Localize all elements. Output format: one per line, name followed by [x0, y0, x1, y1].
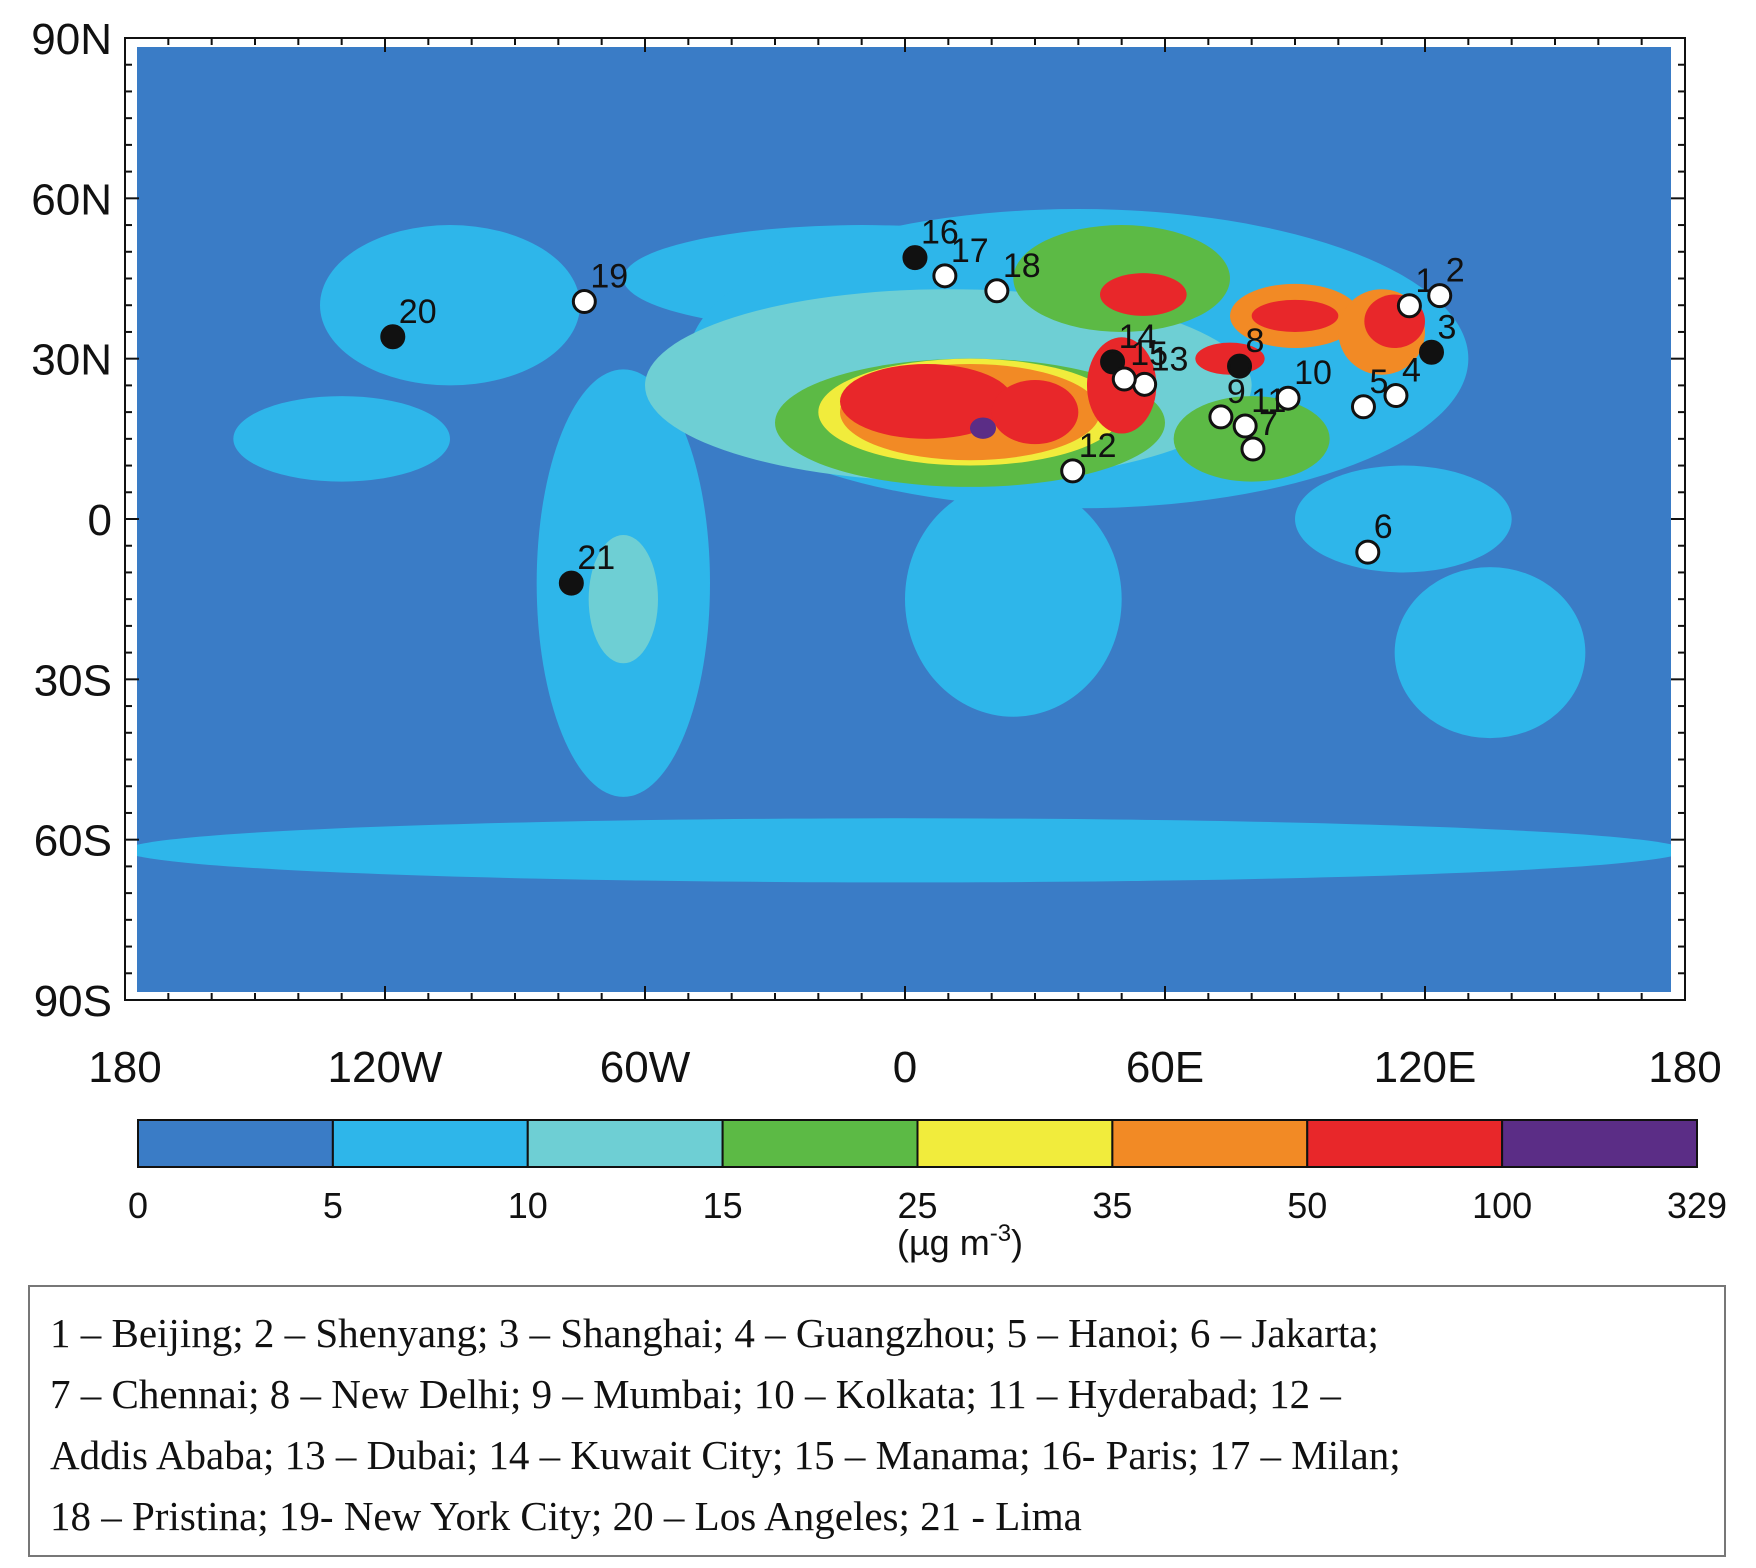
city-marker-label: 13 — [1151, 340, 1189, 378]
unit-text-close: ) — [1011, 1222, 1023, 1263]
city-marker — [932, 263, 958, 289]
concentration-field — [137, 209, 1671, 883]
city-marker — [1427, 283, 1453, 309]
city-marker-label: 20 — [399, 293, 437, 331]
lat-tick-label: 30S — [34, 656, 112, 705]
colorbar-tick-label: 329 — [1667, 1185, 1727, 1226]
city-marker — [984, 278, 1010, 304]
city-marker — [1111, 366, 1137, 392]
axes: 90N 60N 30N 0 30S 60S 90S 180 120W 60W 0 60E 120E 180 — [31, 15, 1721, 1092]
lon-tick-label: 60W — [600, 1043, 691, 1092]
city-marker — [1208, 404, 1234, 430]
lat-tick-label: 60N — [31, 175, 112, 224]
plot-frame: 90N 60N 30N 0 30S 60S 90S 180 120W 60W 0 60E 120E 180… — [31, 15, 1721, 1092]
colorbar-tick-label: 15 — [703, 1185, 743, 1226]
lat-tick-label: 0 — [88, 496, 112, 545]
city-marker — [1060, 458, 1086, 484]
city-marker-label: 16 — [921, 214, 959, 252]
city-marker-label: 11 — [1251, 382, 1286, 420]
lon-tick-label: 120E — [1374, 1043, 1477, 1092]
city-marker-label: 6 — [1374, 508, 1393, 546]
city-marker — [1355, 539, 1381, 565]
colorbar-segment — [1501, 1119, 1698, 1168]
concentration-region — [320, 225, 580, 386]
colorbar-segment — [1111, 1119, 1309, 1168]
colorbar-tick-label: 50 — [1287, 1185, 1327, 1226]
concentration-region — [233, 396, 450, 482]
city-marker-label: 2 — [1446, 252, 1465, 290]
concentration-region — [991, 380, 1079, 445]
city-marker-label: 14 — [1119, 318, 1157, 356]
city-marker-label: 7 — [1259, 405, 1278, 443]
city-marker — [558, 570, 584, 596]
colorbar-tick-label: 5 — [323, 1185, 343, 1226]
colorbar-segment — [916, 1119, 1114, 1168]
city-legend-box: 1 – Beijing; 2 – Shenyang; 3 – Shanghai;… — [28, 1285, 1726, 1557]
concentration-region — [588, 535, 658, 664]
colorbar-tick-label: 35 — [1092, 1185, 1132, 1226]
unit-text: (µg m — [897, 1222, 990, 1263]
city-marker-label: 10 — [1294, 354, 1332, 392]
colorbar-tick-label: 100 — [1472, 1185, 1532, 1226]
colorbar: 0 5 10 15 25 35 50 100 329 — [128, 1119, 1727, 1226]
city-marker — [902, 245, 928, 271]
concentration-region — [137, 818, 1671, 883]
lat-tick-label: 30N — [31, 336, 112, 385]
lon-tick-label: 120W — [328, 1043, 443, 1092]
city-marker-label: 4 — [1402, 352, 1421, 390]
city-marker-label: 12 — [1079, 427, 1117, 465]
city-marker-label: 17 — [951, 232, 989, 270]
colorbar-segment — [526, 1119, 724, 1168]
city-marker — [1275, 385, 1301, 411]
colorbar-tick-label: 0 — [128, 1185, 148, 1226]
city-marker — [571, 288, 597, 314]
colorbar-segment — [721, 1119, 919, 1168]
concentration-region — [1251, 299, 1339, 332]
concentration-region — [1394, 567, 1586, 739]
lon-tick-label: 180 — [1648, 1043, 1721, 1092]
city-marker-label: 9 — [1227, 373, 1246, 411]
city-marker-label: 18 — [1003, 247, 1041, 285]
city-marker — [1232, 413, 1258, 439]
city-marker-label: 21 — [577, 539, 615, 577]
city-marker — [1240, 436, 1266, 462]
legend-line: Addis Ababa; 13 – Dubai; 14 – Kuwait Cit… — [50, 1432, 1401, 1478]
city-marker-label: 15 — [1130, 335, 1168, 373]
city-marker — [1396, 293, 1422, 319]
city-marker — [1100, 349, 1126, 375]
colorbar-segment — [137, 1119, 334, 1168]
unit-superscript: -3 — [990, 1220, 1011, 1247]
lat-tick-label: 90S — [34, 977, 112, 1026]
colorbar-tick-label: 25 — [897, 1185, 937, 1226]
lon-tick-label: 60E — [1126, 1043, 1204, 1092]
city-marker — [1350, 394, 1376, 420]
concentration-region — [970, 417, 996, 439]
lon-tick-label: 180 — [88, 1043, 161, 1092]
concentration-region — [1100, 273, 1187, 316]
legend-line: 18 – Pristina; 19- New York City; 20 – L… — [50, 1493, 1082, 1539]
legend-line: 7 – Chennai; 8 – New Delhi; 9 – Mumbai; … — [50, 1371, 1341, 1417]
concentration-region — [905, 481, 1122, 717]
colorbar-segment — [331, 1119, 529, 1168]
lon-tick-label: 0 — [893, 1043, 917, 1092]
city-marker — [1227, 353, 1253, 379]
city-marker-label: 3 — [1438, 308, 1457, 346]
lat-tick-label: 90N — [31, 15, 112, 64]
colorbar-tick-label: 10 — [508, 1185, 548, 1226]
concentration-region — [840, 364, 1014, 439]
city-marker-label: 8 — [1246, 322, 1265, 360]
concentration-region — [1295, 465, 1512, 573]
colorbar-segment — [1306, 1119, 1504, 1168]
city-marker-label: 19 — [590, 257, 628, 295]
city-marker — [1419, 339, 1444, 365]
city-marker — [1383, 383, 1409, 409]
city-marker — [380, 324, 406, 350]
city-marker-label: 5 — [1369, 363, 1388, 401]
colorbar-unit-label: (µg m-3) — [897, 1220, 1023, 1263]
lat-tick-label: 60S — [34, 817, 112, 866]
legend-line: 1 – Beijing; 2 – Shenyang; 3 – Shanghai;… — [50, 1310, 1379, 1356]
